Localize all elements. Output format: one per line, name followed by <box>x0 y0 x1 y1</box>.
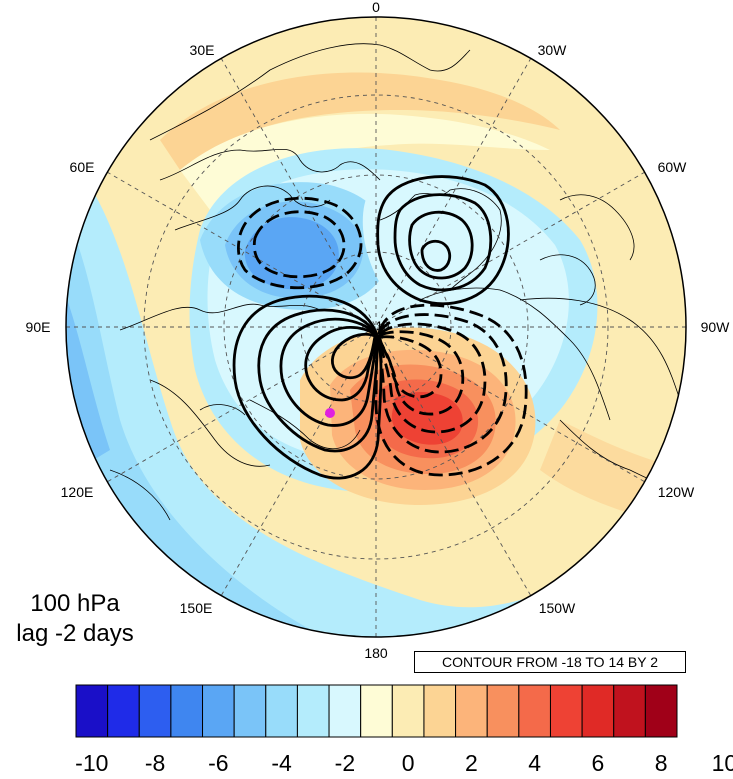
contour-label-pole: -10 <box>372 319 390 333</box>
pressure-level-label: 100 hPa <box>30 590 120 617</box>
lon-label-150w: 150W <box>539 600 576 616</box>
colorbar-box <box>75 684 109 738</box>
colorbar-label: 10 <box>712 750 733 776</box>
colorbar-box <box>138 684 172 738</box>
lon-label-0: 0 <box>372 0 380 15</box>
colorbar-box <box>296 684 330 738</box>
lon-label-60e: 60E <box>70 159 95 175</box>
positive-contours-siberia <box>232 294 383 480</box>
lon-label-90e: 90E <box>26 319 51 335</box>
colorbar-label: 0 <box>402 750 415 776</box>
colorbar-labels: -10 -8 -6 -4 -2 0 2 4 6 8 10 <box>75 750 733 776</box>
colorbar-box <box>170 684 204 738</box>
colorbar: -10 -8 -6 -4 -2 0 2 4 6 8 10 <box>75 684 733 776</box>
lag-label: lag -2 days <box>16 620 134 647</box>
colorbar-label: 4 <box>528 750 541 776</box>
colorbar-box <box>202 684 235 738</box>
colorbar-boxes <box>75 684 678 738</box>
colorbar-label: 2 <box>465 750 478 776</box>
colorbar-box <box>613 684 646 738</box>
negative-contours-eurasia <box>237 196 363 290</box>
colorbar-box <box>233 684 267 738</box>
colorbar-box <box>644 684 678 738</box>
longitude-labels: 0 30E 30W 60E 60W 90E 90W 120E 120W 150E… <box>26 0 731 661</box>
colorbar-box <box>391 684 425 738</box>
colorbar-label: -8 <box>145 750 165 776</box>
colorbar-label: -10 <box>75 750 108 776</box>
positive-contours-atlantic <box>376 175 510 306</box>
contour-lines <box>232 175 528 480</box>
colorbar-box <box>265 684 298 738</box>
colorbar-label: -4 <box>271 750 292 776</box>
colorbar-box <box>486 684 520 738</box>
lon-label-120e: 120E <box>61 484 94 500</box>
polar-stereographic-map: -10 0 30E 30W 60E 60W 90E 90W 120E 120W … <box>26 0 731 661</box>
colorbar-label: 6 <box>592 750 605 776</box>
colorbar-box <box>581 684 615 738</box>
colorbar-label: -6 <box>208 750 228 776</box>
lon-label-150e: 150E <box>180 600 213 616</box>
negative-contours-pacific <box>374 303 528 477</box>
lon-label-180: 180 <box>364 645 388 661</box>
lon-label-30e: 30E <box>190 42 215 58</box>
lon-label-120w: 120W <box>658 484 695 500</box>
lon-label-60w: 60W <box>658 159 688 175</box>
colorbar-label: 8 <box>655 750 668 776</box>
colorbar-label: -2 <box>335 750 355 776</box>
colorbar-box <box>455 684 488 738</box>
lon-label-30w: 30W <box>538 42 568 58</box>
location-marker <box>325 408 335 418</box>
colorbar-box <box>360 684 393 738</box>
map-border <box>65 16 687 638</box>
contour-info-box: CONTOUR FROM -18 TO 14 BY 2 <box>414 651 686 673</box>
colorbar-box <box>549 684 583 738</box>
colorbar-box <box>328 684 362 738</box>
lon-label-90w: 90W <box>701 319 731 335</box>
colorbar-box <box>518 684 551 738</box>
colorbar-box <box>107 684 140 738</box>
shading-layer <box>66 17 686 637</box>
coastlines <box>109 43 686 521</box>
colorbar-box <box>423 684 457 738</box>
